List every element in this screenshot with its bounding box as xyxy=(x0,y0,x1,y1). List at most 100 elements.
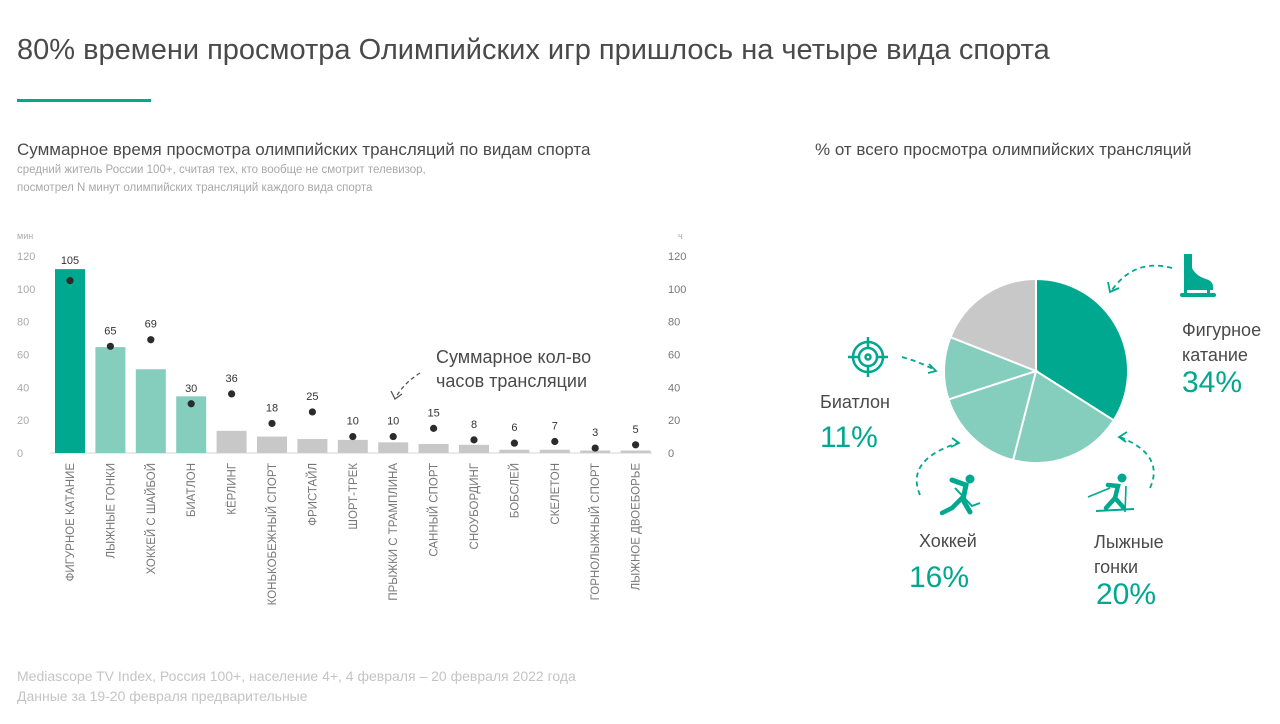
pie-slice xyxy=(1011,369,1116,464)
hours-dot xyxy=(632,441,640,449)
pie-label-line: Фигурное xyxy=(1182,320,1262,340)
hours-dot xyxy=(147,336,155,344)
bar xyxy=(459,444,489,453)
footer-note: Данные за 19-20 февраля предварительные xyxy=(17,688,308,704)
target-icon xyxy=(848,337,888,377)
category-label: ЛЫЖНЫЕ ГОНКИ xyxy=(105,463,117,559)
arrow-figure-skating-head xyxy=(1107,281,1120,294)
pie-pct-figure-skating: 34% xyxy=(1182,366,1243,399)
annotation-line-2: часов трансляции xyxy=(436,371,588,391)
pie-pct-hockey: 16% xyxy=(909,561,970,594)
hours-label: 69 xyxy=(145,319,157,331)
bar xyxy=(135,369,166,453)
bar xyxy=(539,449,570,453)
category-label: САННЫЙ СПОРТ xyxy=(428,463,441,557)
y-tick-left: 120 xyxy=(17,251,35,263)
y-tick-left: 20 xyxy=(17,415,29,427)
category-label: ФРИСТАЙЛ xyxy=(306,463,319,526)
bar xyxy=(297,439,328,453)
bar xyxy=(257,436,287,453)
pie-slice xyxy=(947,369,1038,462)
y-tick-left: 80 xyxy=(17,317,29,329)
category-label: ШОРТ-ТРЕК xyxy=(348,463,360,530)
hours-label: 10 xyxy=(387,416,399,428)
annotation-line-1: Суммарное кол-во xyxy=(436,347,592,367)
bar-chart-subtitle-line-1: средний житель России 100+, считая тех, … xyxy=(17,164,426,176)
y-axis-unit-left: мин xyxy=(17,231,33,241)
hours-label: 105 xyxy=(61,255,79,267)
category-label: ФИГУРНОЕ КАТАНИЕ xyxy=(65,463,77,582)
y-tick-left: 60 xyxy=(17,350,29,362)
hours-label: 30 xyxy=(185,383,197,395)
hours-label: 5 xyxy=(633,424,639,436)
y-tick-right: 80 xyxy=(668,317,680,329)
hours-dot xyxy=(551,437,559,446)
hours-label: 36 xyxy=(225,373,237,385)
category-label: ГОРНОЛЫЖНЫЙ СПОРТ xyxy=(589,463,602,600)
hours-dot xyxy=(591,444,599,452)
category-label: ХОККЕЙ С ШАЙБОЙ xyxy=(145,463,158,574)
bar xyxy=(499,449,530,453)
hours-dot xyxy=(470,436,478,444)
hours-label: 18 xyxy=(266,402,278,414)
hours-label: 6 xyxy=(511,422,517,434)
arrow-biathlon xyxy=(901,356,936,371)
hours-label: 15 xyxy=(427,407,439,419)
hours-dot xyxy=(66,277,74,285)
category-label: БОБСЛЕЙ xyxy=(508,463,521,518)
y-tick-right: 120 xyxy=(668,251,686,263)
bar xyxy=(95,347,126,453)
y-tick-right: 60 xyxy=(668,350,680,362)
hours-dot xyxy=(268,419,276,428)
bar xyxy=(55,269,85,453)
category-label: ПРЫЖКИ С ТРАМПЛИНА xyxy=(388,463,400,601)
annotation-arrowhead xyxy=(390,390,403,400)
pie-label-skiing: Лыжные гонки xyxy=(1094,530,1164,580)
hours-dot xyxy=(228,390,236,398)
pie-label-figure-skating: Фигурное катание xyxy=(1182,318,1261,368)
y-tick-right: 40 xyxy=(668,382,680,394)
hours-label: 10 xyxy=(347,416,359,428)
hours-label: 25 xyxy=(306,391,318,403)
skier-icon xyxy=(1087,473,1135,513)
pie-pct-skiing: 20% xyxy=(1096,578,1157,611)
arrow-skiing xyxy=(1119,436,1155,489)
arrow-figure-skating xyxy=(1111,264,1173,291)
y-tick-right: 100 xyxy=(668,284,686,296)
hours-dot xyxy=(308,408,316,416)
hockey-player-icon xyxy=(939,474,981,516)
y-tick-left: 0 xyxy=(17,448,23,460)
page-title: 80% времени просмотра Олимпийских игр пр… xyxy=(17,34,1050,66)
pie-slice xyxy=(1035,277,1129,422)
arrow-hockey-head xyxy=(950,437,961,448)
bar xyxy=(378,442,409,453)
y-tick-right: 20 xyxy=(668,415,680,427)
hours-annotation: Суммарное кол-во часов трансляции xyxy=(436,345,591,393)
category-label: БИАТЛОН xyxy=(186,463,198,517)
pie-label-line: Лыжные xyxy=(1094,532,1164,552)
pie-label-line: гонки xyxy=(1094,557,1139,577)
pie-label-hockey: Хоккей xyxy=(919,531,977,551)
pie-slice xyxy=(943,335,1039,401)
bar xyxy=(620,450,651,453)
bar xyxy=(418,443,449,453)
pie-pct-biathlon: 11% xyxy=(820,421,878,454)
y-tick-left: 100 xyxy=(17,284,35,296)
pie-chart-title: % от всего просмотра олимпийских трансля… xyxy=(815,140,1192,159)
hours-dot xyxy=(510,439,518,447)
hours-dot xyxy=(187,400,195,408)
hours-label: 7 xyxy=(552,421,558,433)
bar-chart-subtitle-line-2: посмотрел N минут олимпийских трансляций… xyxy=(17,182,373,194)
footer-source: Mediascope TV Index, Россия 100+, населе… xyxy=(17,668,576,684)
figure-skate-icon xyxy=(1180,254,1216,297)
pie-slice xyxy=(949,277,1037,373)
bar xyxy=(337,439,368,453)
pie-label-biathlon: Биатлон xyxy=(820,392,890,412)
hours-label: 8 xyxy=(471,419,477,431)
y-tick-right: 0 xyxy=(668,448,674,460)
hours-dot xyxy=(106,342,114,350)
annotation-arrow xyxy=(395,372,421,398)
hours-label: 65 xyxy=(104,325,116,337)
pie-label-line: катание xyxy=(1182,345,1248,365)
